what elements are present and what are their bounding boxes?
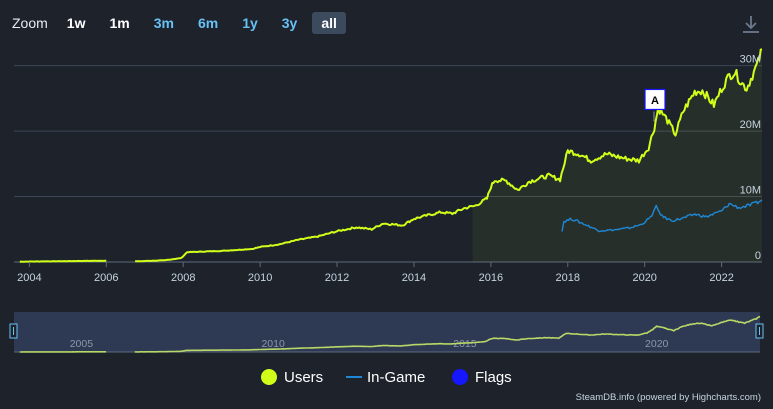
series-line-in-game[interactable] bbox=[561, 199, 763, 233]
download-icon[interactable] bbox=[740, 13, 762, 35]
zoom-toolbar: Zoom 1w 1m 3m 6m 1y 3y all bbox=[12, 12, 352, 34]
zoom-6m-button[interactable]: 6m bbox=[197, 15, 219, 31]
flag-label: A bbox=[651, 95, 659, 107]
legend-flags[interactable]: Flags bbox=[451, 368, 512, 386]
zoom-all-button[interactable]: all bbox=[312, 12, 346, 34]
navigator-tick-label: 2020 bbox=[645, 338, 669, 350]
zoom-label: Zoom bbox=[12, 15, 48, 31]
legend-users-label: Users bbox=[284, 368, 324, 386]
x-tick-label: 2016 bbox=[479, 272, 503, 284]
navigator-tick-label: 2010 bbox=[261, 338, 285, 350]
x-tick-label: 2006 bbox=[94, 272, 118, 284]
x-tick-label: 2008 bbox=[171, 272, 195, 284]
navigator-series-line bbox=[19, 315, 761, 353]
navigator-tick-label: 2015 bbox=[453, 338, 477, 350]
x-tick-label: 2018 bbox=[556, 272, 580, 284]
in-game-legend-line bbox=[346, 376, 362, 378]
x-tick-label: 2014 bbox=[402, 272, 426, 284]
legend-in-game[interactable]: In-Game bbox=[345, 368, 425, 386]
zoom-1y-button[interactable]: 1y bbox=[242, 15, 258, 31]
series-layer bbox=[19, 48, 763, 263]
x-axis-labels: 2004 2006 2008 2010 2012 2014 2016 2018 2020 2022 bbox=[17, 262, 734, 284]
chart-credits[interactable]: SteamDB.info (powered by Highcharts.com) bbox=[575, 392, 761, 403]
flags-layer: A bbox=[644, 88, 666, 122]
navigator[interactable]: 2005 2010 2015 2020 bbox=[9, 312, 764, 353]
zoom-1w-button[interactable]: 1w bbox=[66, 15, 86, 31]
series-line-users[interactable] bbox=[19, 48, 763, 263]
legend-flags-label: Flags bbox=[475, 368, 512, 386]
x-tick-label: 2020 bbox=[632, 272, 656, 284]
y-axis-labels: 0 10M 20M 30M bbox=[740, 54, 761, 262]
y-tick-label: 10M bbox=[740, 185, 761, 197]
y-tick-label: 30M bbox=[740, 54, 761, 66]
users-legend-dot bbox=[261, 369, 277, 385]
x-tick-label: 2022 bbox=[709, 272, 733, 284]
y-tick-label: 0 bbox=[755, 250, 761, 262]
users-area-fill bbox=[472, 49, 762, 262]
legend-users[interactable]: Users bbox=[260, 368, 323, 386]
zoom-3m-button[interactable]: 3m bbox=[153, 15, 174, 31]
y-tick-label: 20M bbox=[740, 119, 761, 131]
legend-in-game-label: In-Game bbox=[367, 368, 426, 386]
x-tick-label: 2012 bbox=[325, 272, 349, 284]
navigator-tick-label: 2005 bbox=[70, 338, 94, 350]
x-tick-label: 2004 bbox=[17, 272, 41, 284]
flag-box[interactable] bbox=[644, 88, 666, 111]
x-tick-label: 2010 bbox=[248, 272, 272, 284]
zoom-1m-button[interactable]: 1m bbox=[109, 15, 130, 31]
flags-legend-dot bbox=[452, 369, 468, 385]
zoom-3y-button[interactable]: 3y bbox=[281, 15, 298, 31]
